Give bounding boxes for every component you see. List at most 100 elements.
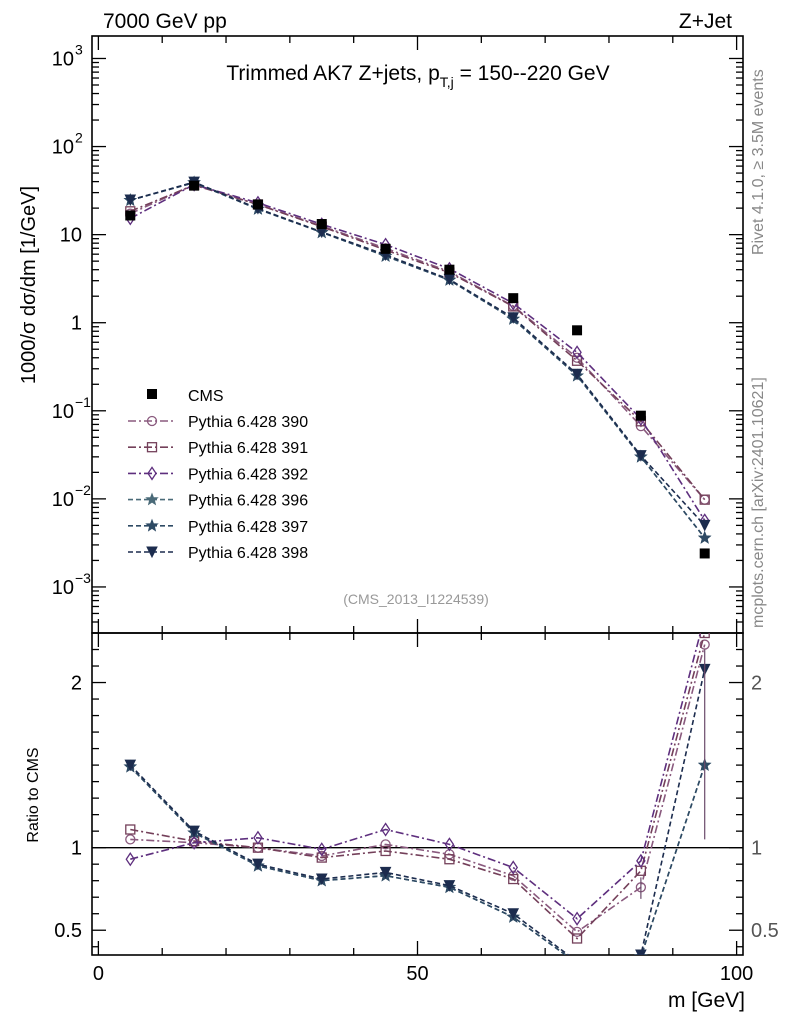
cms-data-point	[316, 219, 327, 230]
y-tick-exponent: −1	[75, 394, 91, 410]
header-left-label: 7000 GeV pp	[103, 10, 227, 33]
mcplots-label: mcplots.cern.ch [arXiv:2401.10621]	[750, 377, 767, 628]
chart-title-suffix: = 150--220 GeV	[454, 62, 610, 85]
ratio-series-point	[124, 759, 137, 772]
ratio-series-point	[125, 852, 136, 867]
ratio-series-point	[315, 873, 328, 886]
series-point	[697, 530, 712, 544]
series-line	[130, 181, 706, 539]
legend: CMS Pythia 6.428 390 Pythia 6.428 391 Pythi…	[128, 388, 308, 562]
y-tick-label: 10	[52, 489, 74, 511]
y-tick-exponent: −3	[75, 570, 91, 586]
ratio-series-point	[572, 911, 582, 926]
cms-data-point	[125, 210, 136, 221]
ratio-series-point	[189, 835, 199, 850]
series-line	[130, 181, 706, 539]
legend-label: Pythia 6.428 392	[188, 466, 308, 483]
cms-data-point	[508, 293, 519, 304]
y-tick-label: 10	[52, 48, 74, 70]
main-frame-border	[91, 35, 744, 634]
y-axis-label: 1000/σ dσ/dm [1/GeV]	[18, 186, 40, 384]
cms-data-point	[444, 264, 455, 275]
ratio-series-line	[130, 633, 706, 940]
legend-marker	[145, 518, 159, 532]
x-tick-label: 0	[93, 963, 104, 985]
legend-label: Pythia 6.428 391	[188, 440, 308, 457]
ratio-series-point	[125, 824, 136, 835]
ratio-series-point	[253, 830, 263, 845]
ratio-series-point	[444, 854, 455, 865]
cms-data-point	[189, 180, 200, 191]
chart-title-subscript: T,j	[440, 74, 454, 90]
ratio-tick-label-right: 1	[751, 838, 762, 860]
legend-marker	[146, 415, 158, 427]
cms-data-point	[380, 243, 391, 254]
ratio-series-point	[380, 839, 391, 850]
ratio-series-point	[380, 822, 391, 837]
series-line	[129, 183, 706, 521]
rivet-version-label: Rivet 4.1.0, ≥ 3.5M events	[750, 69, 767, 255]
cms-data-point	[635, 410, 646, 421]
series-point	[507, 312, 520, 324]
ratio-y-axis-label: Ratio to CMS	[25, 747, 42, 842]
legend-label: Pythia 6.428 390	[188, 414, 308, 431]
ratio-tick-label: 1	[71, 838, 82, 860]
ratio-series-point	[444, 837, 455, 852]
main-series-group	[123, 175, 712, 559]
cms-data-point	[252, 199, 263, 210]
series-point	[572, 345, 582, 360]
legend-label-cms: CMS	[188, 388, 224, 405]
ratio-series-point	[571, 957, 582, 968]
series-point	[571, 368, 583, 381]
legend-label: Pythia 6.428 397	[188, 519, 308, 536]
legend-label: Pythia 6.428 396	[188, 493, 308, 510]
cms-data-point	[572, 325, 583, 336]
ratio-series-point	[699, 639, 710, 650]
y-tick-exponent: 3	[75, 41, 83, 57]
y-tick-exponent: −2	[75, 482, 91, 498]
ratio-series-point	[316, 842, 327, 857]
ratio-series-point	[571, 926, 583, 938]
ratio-series-line	[129, 764, 706, 955]
ratio-series-point	[572, 957, 582, 967]
x-tick-label: 50	[406, 963, 428, 985]
ratio-series-point	[699, 633, 710, 639]
ratio-series-point	[443, 880, 456, 892]
x-tick-label: 100	[720, 963, 753, 985]
y-tick-label: 10	[52, 401, 74, 423]
ratio-series-point	[379, 866, 392, 879]
ratio-series-point	[507, 908, 520, 920]
ratio-series-point	[571, 957, 582, 968]
series-point	[698, 519, 711, 532]
series-point	[699, 494, 710, 505]
ratio-series-point	[701, 610, 709, 622]
cms-data-point	[699, 548, 710, 559]
legend-marker	[146, 442, 158, 453]
legend-marker	[145, 492, 159, 506]
legend-marker	[147, 466, 157, 481]
ratio-series-point	[508, 860, 519, 875]
chart-title-main: Trimmed AK7 Z+jets, p	[226, 62, 439, 85]
ratio-series-point	[635, 949, 647, 955]
series-point	[124, 194, 137, 207]
series-line	[130, 181, 706, 526]
ratio-series-point	[571, 933, 583, 944]
y-tick-label: 1	[71, 313, 82, 335]
header-right-label: Z+Jet	[679, 10, 732, 33]
ratio-frame-border	[91, 632, 744, 956]
ratio-tick-label: 0.5	[54, 920, 82, 942]
ratio-tick-label-right: 2	[751, 673, 762, 695]
legend-marker-cms	[147, 389, 157, 399]
y-tick-label: 10	[60, 225, 82, 247]
legend-label: Pythia 6.428 398	[188, 545, 308, 562]
ratio-series-group	[123, 610, 712, 968]
ratio-tick-label: 2	[71, 673, 82, 695]
legend-marker	[146, 546, 158, 559]
ratio-series-point	[380, 845, 391, 857]
ratio-series-line	[129, 669, 706, 955]
ratio-series-point	[188, 825, 200, 838]
y-tick-exponent: 2	[75, 130, 83, 146]
analysis-id: (CMS_2013_I1224539)	[343, 591, 489, 607]
